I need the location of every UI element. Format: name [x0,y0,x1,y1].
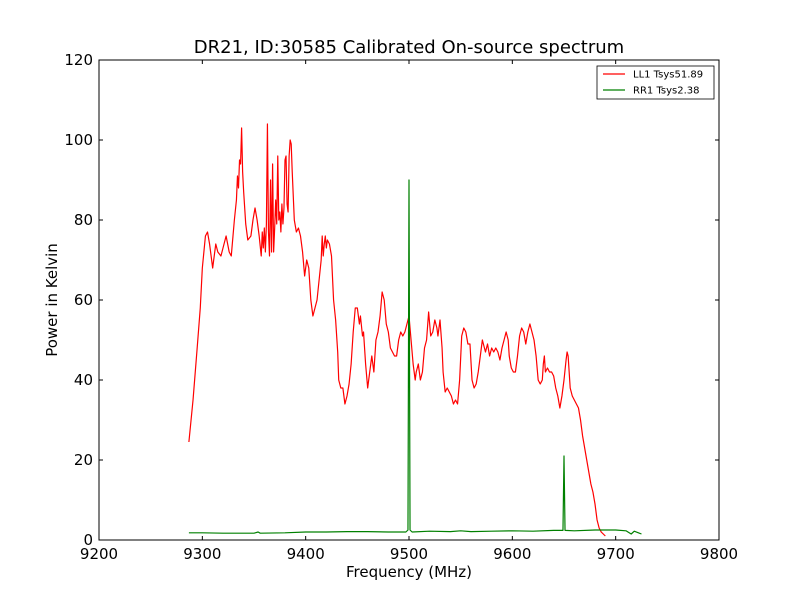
x-tick-label: 9300 [183,545,221,563]
y-tick-label: 120 [64,51,93,69]
y-tick-label: 60 [74,291,93,309]
x-tick-label: 9500 [390,545,428,563]
y-tick-label: 80 [74,211,93,229]
y-axis-label: Power in Kelvin [43,243,61,357]
x-tick-label: 9800 [700,545,738,563]
legend-box [596,65,715,100]
legend: LL1 Tsys51.89 RR1 Tsys2.38 [596,65,715,100]
y-tick-label: 100 [64,131,93,149]
x-axis-label: Frequency (MHz) [346,563,472,581]
y-tick-label: 40 [74,371,93,389]
ticks-layer: 9200 9300 9400 9500 9600 9700 9800 0 20 40 60 80 100… [64,51,738,563]
x-tick-label: 9400 [287,545,325,563]
x-tick-label: 9200 [80,545,118,563]
x-tick-label: 9700 [597,545,635,563]
y-tick-label: 0 [83,531,93,549]
legend-label-ll1: LL1 Tsys51.89 [633,70,703,81]
series-layer [188,123,642,537]
y-tick-label: 20 [74,451,93,469]
chart-title: DR21, ID:30585 Calibrated On-source spec… [194,37,624,58]
x-tick-label: 9600 [493,545,531,563]
legend-label-rr1: RR1 Tsys2.38 [633,86,700,97]
series-line-rr1 [188,179,642,535]
series-line-ll1 [188,123,606,537]
